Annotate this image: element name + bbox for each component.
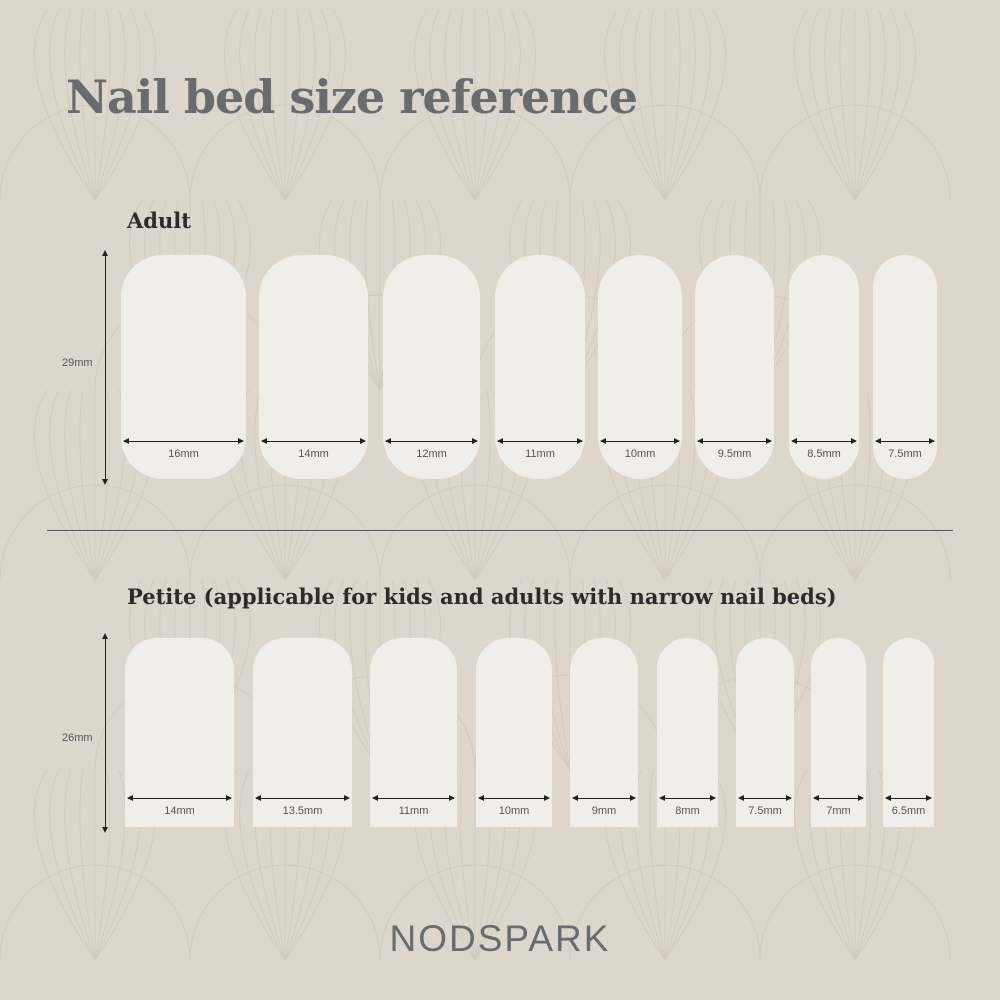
nail-shape (883, 638, 934, 827)
section-divider (47, 530, 953, 531)
nail-shape (495, 255, 585, 479)
width-arrow (792, 441, 856, 442)
width-label: 9mm (591, 805, 617, 817)
width-arrow (262, 441, 365, 442)
arrow-right-icon (858, 795, 864, 801)
width-label: 7.5mm (888, 448, 922, 460)
arrow-left-icon (791, 438, 797, 444)
width-arrow (660, 798, 715, 799)
arrow-right-icon (786, 795, 792, 801)
arrow-left-icon (261, 438, 267, 444)
arrow-up-icon (102, 633, 108, 639)
arrow-right-icon (344, 795, 350, 801)
width-arrow (739, 798, 791, 799)
height-arrow (105, 638, 106, 827)
petite-heading: Petite (applicable for kids and adults w… (127, 584, 837, 609)
petite-height-label: 26mm (62, 732, 93, 744)
width-label: 10mm (498, 805, 530, 817)
brand-logo: NODSPARK (389, 918, 611, 959)
width-arrow (373, 798, 454, 799)
arrow-left-icon (372, 795, 378, 801)
arrow-right-icon (577, 438, 583, 444)
nail-shape (695, 255, 774, 479)
nail-shape (811, 638, 866, 827)
arrow-left-icon (600, 438, 606, 444)
nail-shape (125, 638, 234, 827)
width-arrow (601, 441, 679, 442)
arrow-right-icon (238, 438, 244, 444)
width-arrow (876, 441, 934, 442)
width-arrow (498, 441, 582, 442)
arrow-left-icon (875, 438, 881, 444)
width-label: 7mm (826, 805, 851, 817)
width-arrow (128, 798, 231, 799)
arrow-left-icon (255, 795, 261, 801)
width-arrow (814, 798, 863, 799)
arrow-left-icon (738, 795, 744, 801)
arrow-down-icon (102, 479, 108, 485)
width-label: 13.5mm (282, 805, 323, 817)
nail-shape (570, 638, 638, 827)
arrow-right-icon (851, 438, 857, 444)
arrow-right-icon (926, 795, 932, 801)
width-arrow (256, 798, 349, 799)
arrow-right-icon (544, 795, 550, 801)
arrow-right-icon (226, 795, 232, 801)
nail-shape (873, 255, 937, 479)
arrow-left-icon (497, 438, 503, 444)
width-label: 11mm (398, 805, 429, 817)
nail-shape (383, 255, 480, 479)
arrow-right-icon (630, 795, 636, 801)
page-title: Nail bed size reference (66, 70, 638, 124)
arrow-left-icon (123, 438, 129, 444)
nail-shape (789, 255, 859, 479)
width-arrow (886, 798, 931, 799)
nail-shape (259, 255, 368, 479)
width-arrow (479, 798, 549, 799)
arrow-right-icon (472, 438, 478, 444)
width-label: 11mm (525, 448, 555, 460)
arrow-left-icon (478, 795, 484, 801)
width-arrow (124, 441, 243, 442)
width-label: 10mm (624, 448, 656, 460)
width-arrow (386, 441, 477, 442)
width-arrow (698, 441, 771, 442)
arrow-left-icon (659, 795, 665, 801)
nail-shape (370, 638, 457, 827)
nail-shape (476, 638, 552, 827)
arrow-left-icon (572, 795, 578, 801)
arrow-up-icon (102, 250, 108, 256)
width-label: 8.5mm (807, 448, 841, 460)
arrow-right-icon (710, 795, 716, 801)
width-label: 6.5mm (891, 805, 926, 817)
arrow-right-icon (674, 438, 680, 444)
width-label: 7.5mm (748, 805, 782, 817)
arrow-left-icon (697, 438, 703, 444)
width-label: 14mm (164, 805, 195, 817)
arrow-right-icon (449, 795, 455, 801)
nail-shape (736, 638, 794, 827)
arrow-left-icon (813, 795, 819, 801)
arrow-right-icon (929, 438, 935, 444)
width-arrow (573, 798, 635, 799)
nail-shape (598, 255, 682, 479)
arrow-left-icon (885, 795, 891, 801)
height-arrow (105, 255, 106, 479)
arrow-down-icon (102, 827, 108, 833)
adult-height-label: 29mm (62, 357, 93, 369)
width-label: 8mm (675, 805, 700, 817)
nail-shape (121, 255, 246, 479)
width-label: 12mm (416, 448, 447, 460)
nail-shape (253, 638, 352, 827)
arrow-left-icon (385, 438, 391, 444)
width-label: 16mm (168, 448, 199, 460)
nail-shape (657, 638, 718, 827)
adult-heading: Adult (127, 208, 191, 233)
arrow-right-icon (360, 438, 366, 444)
width-label: 14mm (298, 448, 329, 460)
width-label: 9.5mm (717, 448, 752, 460)
arrow-left-icon (127, 795, 133, 801)
arrow-right-icon (766, 438, 772, 444)
